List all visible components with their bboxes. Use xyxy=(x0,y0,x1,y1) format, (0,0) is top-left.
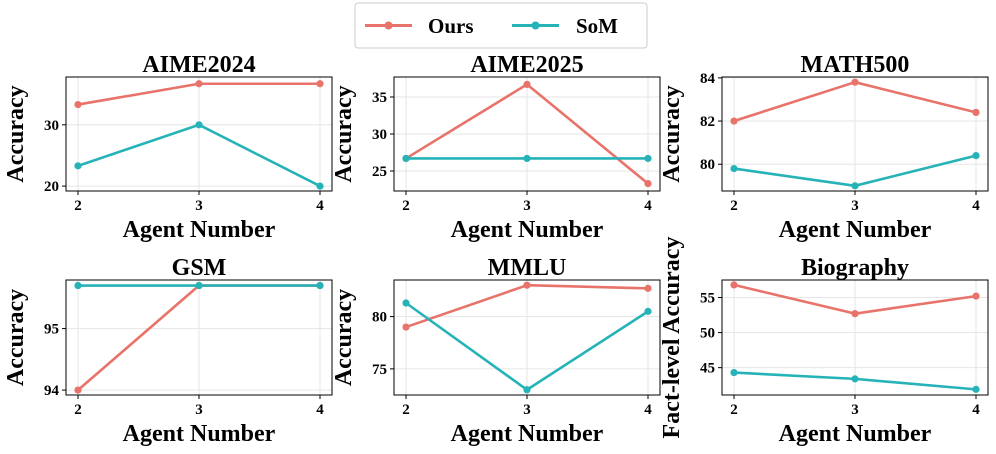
x-axis-label: Agent Number xyxy=(123,421,276,447)
x-axis-label: Agent Number xyxy=(451,421,604,447)
legend-label-som: SoM xyxy=(576,14,618,38)
legend-label-ours: Ours xyxy=(428,14,474,38)
data-point-som xyxy=(195,281,203,290)
data-point-som xyxy=(730,368,738,377)
subplot-5: 2 3 4 75 80 MMLU Agent Number Accuracy xyxy=(331,255,661,447)
data-point-som xyxy=(972,151,980,160)
x-axis-label: Agent Number xyxy=(451,217,604,243)
y-axis-label: Accuracy xyxy=(331,85,357,182)
x-tick-label: 2 xyxy=(730,198,738,214)
x-tick-label: 2 xyxy=(402,198,410,214)
data-point-ours xyxy=(851,310,859,318)
data-point-ours xyxy=(730,117,738,125)
legend: Ours SoM xyxy=(354,2,648,49)
x-axis-label: Agent Number xyxy=(779,217,932,243)
subplot-title: AIME2025 xyxy=(470,52,583,78)
x-tick-label: 2 xyxy=(730,402,738,418)
data-point-som xyxy=(402,154,410,163)
x-tick-label: 2 xyxy=(74,402,82,418)
legend-frame xyxy=(354,2,648,49)
x-axis-label: Agent Number xyxy=(779,421,932,447)
y-axis-label: Fact-level Accuracy xyxy=(659,237,685,439)
subplot-2: 2 3 4 25 30 35 AIME2025 Agent Number Accuracy xyxy=(331,52,661,243)
y-axis-label: Accuracy xyxy=(3,289,29,386)
y-tick-label: 25 xyxy=(372,164,387,180)
x-tick-label: 2 xyxy=(402,402,410,418)
data-point-ours xyxy=(851,78,859,86)
y-axis-label: Accuracy xyxy=(331,289,357,386)
data-point-som xyxy=(523,386,531,394)
subplot-title: MATH500 xyxy=(801,52,910,78)
data-point-ours xyxy=(644,284,652,292)
legend-marker-som xyxy=(531,21,540,30)
subplot-title: AIME2024 xyxy=(142,52,255,78)
data-point-ours xyxy=(74,386,82,394)
y-tick-label: 30 xyxy=(44,118,59,134)
data-point-som xyxy=(523,154,531,163)
subplot-1: 2 3 4 20 30 AIME2024 Agent Number Accuracy xyxy=(3,52,333,243)
y-tick-label: 80 xyxy=(700,157,715,173)
x-tick-label: 4 xyxy=(972,402,980,418)
y-tick-label: 94 xyxy=(44,383,60,399)
x-tick-label: 4 xyxy=(316,198,324,214)
data-point-ours xyxy=(523,281,531,289)
y-tick-label: 20 xyxy=(44,179,59,195)
data-point-ours xyxy=(972,292,980,300)
data-point-som xyxy=(644,154,652,163)
x-tick-label: 4 xyxy=(644,198,652,214)
legend-marker-ours xyxy=(384,21,393,30)
y-tick-label: 45 xyxy=(700,361,715,377)
data-point-som xyxy=(851,182,859,190)
x-tick-label: 3 xyxy=(195,402,203,418)
data-point-som xyxy=(972,385,980,393)
x-tick-label: 3 xyxy=(523,198,531,214)
data-point-som xyxy=(74,162,82,170)
y-tick-label: 50 xyxy=(700,326,715,342)
data-point-som xyxy=(316,182,324,190)
x-axis-label: Agent Number xyxy=(123,217,276,243)
y-tick-label: 82 xyxy=(700,114,715,130)
subplot-3: 2 3 4 80 82 84 MATH500 Agent Number Accuracy xyxy=(659,52,989,243)
data-point-som xyxy=(316,281,324,290)
x-tick-label: 3 xyxy=(851,198,859,214)
y-tick-label: 55 xyxy=(700,291,715,307)
data-point-ours xyxy=(523,80,531,89)
y-tick-label: 30 xyxy=(372,127,387,143)
data-point-som xyxy=(402,299,410,307)
x-tick-label: 4 xyxy=(972,198,980,214)
x-tick-label: 3 xyxy=(523,402,531,418)
subplot-title: Biography xyxy=(801,255,909,281)
subplot-title: GSM xyxy=(172,255,227,281)
data-point-ours xyxy=(316,80,324,88)
data-point-som xyxy=(730,164,738,173)
y-tick-label: 80 xyxy=(372,310,387,326)
data-point-ours xyxy=(195,80,203,88)
x-tick-label: 4 xyxy=(644,402,652,418)
data-point-ours xyxy=(972,108,980,117)
data-point-ours xyxy=(644,179,652,188)
data-point-ours xyxy=(730,281,738,289)
x-tick-label: 4 xyxy=(316,402,324,418)
subplot-title: MMLU xyxy=(488,255,567,281)
subplot-6: 2 3 4 45 50 55 Biography Agent Number Fact-level… xyxy=(659,237,989,447)
y-tick-label: 95 xyxy=(44,322,59,338)
y-tick-label: 75 xyxy=(372,362,387,378)
data-point-som xyxy=(644,307,652,315)
data-point-ours xyxy=(402,323,410,331)
y-axis-label: Accuracy xyxy=(659,85,685,182)
y-tick-label: 84 xyxy=(700,71,716,87)
data-point-som xyxy=(74,281,82,290)
x-tick-label: 3 xyxy=(195,198,203,214)
data-point-som xyxy=(195,121,203,129)
data-point-som xyxy=(851,375,859,383)
y-tick-label: 35 xyxy=(372,90,387,106)
subplot-4: 2 3 4 94 95 GSM Agent Number Accuracy xyxy=(3,255,333,447)
x-tick-label: 3 xyxy=(851,402,859,418)
x-tick-label: 2 xyxy=(74,198,82,214)
data-point-ours xyxy=(74,100,82,109)
y-axis-label: Accuracy xyxy=(3,85,29,182)
